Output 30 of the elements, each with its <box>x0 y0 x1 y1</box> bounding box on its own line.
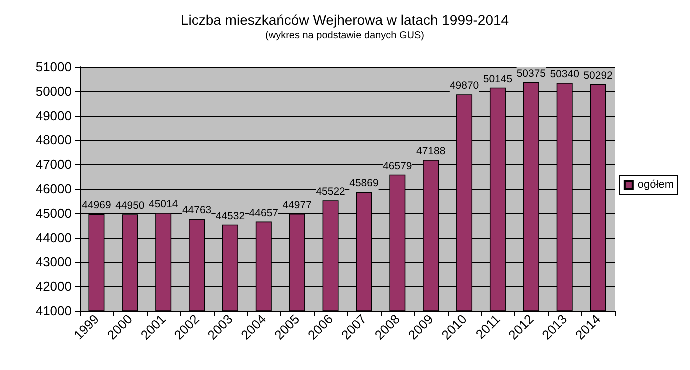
data-label: 47188 <box>416 146 446 158</box>
data-label: 45014 <box>148 198 178 211</box>
legend-label: ogółem <box>638 179 674 191</box>
data-label: 44950 <box>116 200 145 212</box>
data-label: 44532 <box>216 210 246 222</box>
data-label: 50340 <box>550 68 580 81</box>
data-label: 50292 <box>584 70 614 82</box>
y-tick-label: 47000 <box>36 157 72 172</box>
y-tick-label: 45000 <box>36 206 72 221</box>
y-tick-label: 42000 <box>36 279 72 294</box>
data-label: 44977 <box>282 199 312 212</box>
y-tick-label: 48000 <box>36 132 72 148</box>
data-label: 45522 <box>316 186 346 198</box>
y-tick-label: 46000 <box>36 182 72 196</box>
y-tick-label: 51000 <box>36 60 72 74</box>
y-tick-label: 43000 <box>36 254 72 270</box>
data-label: 46579 <box>383 160 412 172</box>
data-label: 44763 <box>182 204 212 217</box>
y-tick-label: 49000 <box>36 108 72 124</box>
data-label: 50145 <box>483 73 513 86</box>
y-tick-label: 44000 <box>36 230 72 246</box>
data-label: 44969 <box>82 200 112 212</box>
chart-subtitle: (wykres na podstawie danych GUS) <box>266 30 424 42</box>
data-label: 44657 <box>249 207 279 220</box>
data-label: 45869 <box>350 178 379 190</box>
y-tick-label: 50000 <box>36 84 72 99</box>
chart-title: Liczba mieszkańców Wejherowa w latach 1999-2014 <box>180 12 510 28</box>
data-label: 49870 <box>450 80 480 92</box>
data-label: 50375 <box>516 68 546 80</box>
y-tick-label: 41000 <box>36 304 72 318</box>
